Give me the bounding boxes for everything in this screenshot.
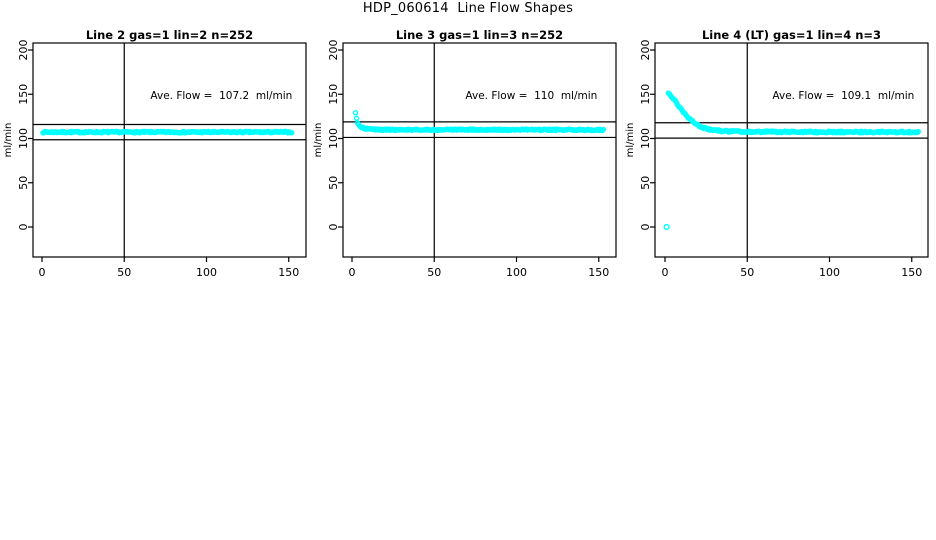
y-axis-label: ml/min xyxy=(313,123,324,158)
y-axis: 0 50 100 150 200 ml/min xyxy=(313,40,343,231)
y-tick-label: 150 xyxy=(327,84,340,105)
y-tick-label: 150 xyxy=(17,84,30,105)
data-points-series xyxy=(40,128,295,136)
x-tick-label: 100 xyxy=(819,266,840,279)
x-axis: 0 50 100 150 xyxy=(662,257,922,279)
data-point xyxy=(352,110,359,116)
y-axis: 0 50 100 150 200 ml/min xyxy=(625,40,655,231)
x-axis: 0 50 100 150 xyxy=(349,257,609,279)
y-tick-label: 50 xyxy=(639,176,652,190)
data-points-series xyxy=(663,90,921,231)
y-axis-label: ml/min xyxy=(625,123,636,158)
x-tick-label: 150 xyxy=(901,266,922,279)
y-tick-label: 200 xyxy=(17,40,30,61)
panel-1: Line 2 gas=1 lin=2 n=252 0 50 100 150 200 ml/m… xyxy=(3,28,307,279)
x-tick-label: 0 xyxy=(39,266,46,279)
panel-title: Line 3 gas=1 lin=3 n=252 xyxy=(396,28,563,42)
data-point xyxy=(915,128,921,135)
y-tick-label: 150 xyxy=(639,84,652,105)
data-points-series xyxy=(352,110,607,134)
x-tick-label: 100 xyxy=(196,266,217,279)
y-tick-label: 50 xyxy=(17,176,30,190)
plot-box xyxy=(342,42,617,258)
y-axis-label: ml/min xyxy=(3,123,14,158)
x-tick-label: 0 xyxy=(349,266,356,279)
y-tick-label: 100 xyxy=(17,128,30,149)
y-tick-label: 0 xyxy=(327,224,340,231)
outlier-data-point xyxy=(663,223,670,231)
x-tick-label: 150 xyxy=(588,266,609,279)
ave-flow-annotation: Ave. Flow = 110 ml/min xyxy=(465,90,597,102)
y-tick-label: 100 xyxy=(327,128,340,149)
data-point xyxy=(289,129,295,136)
data-point xyxy=(600,126,607,133)
ave-flow-annotation: Ave. Flow = 107.2 ml/min xyxy=(150,90,292,102)
ave-flow-annotation: Ave. Flow = 109.1 ml/min xyxy=(772,90,914,102)
data-point xyxy=(353,115,360,122)
x-tick-label: 0 xyxy=(662,266,669,279)
panel-2: Line 3 gas=1 lin=3 n=252 0 50 100 150 200 ml/m… xyxy=(313,28,617,279)
y-tick-label: 200 xyxy=(327,40,340,61)
x-tick-label: 100 xyxy=(506,266,527,279)
y-tick-label: 100 xyxy=(639,128,652,149)
x-tick-label: 50 xyxy=(117,266,131,279)
y-tick-label: 0 xyxy=(17,224,30,231)
x-tick-label: 50 xyxy=(740,266,754,279)
y-tick-label: 200 xyxy=(639,40,652,61)
y-axis: 0 50 100 150 200 ml/min xyxy=(3,40,33,231)
x-tick-label: 50 xyxy=(427,266,441,279)
panel-title: Line 4 (LT) gas=1 lin=4 n=3 xyxy=(702,28,881,42)
panel-3: Line 4 (LT) gas=1 lin=4 n=3 0 50 100 150 200 m… xyxy=(625,28,929,279)
plot-box xyxy=(32,42,307,258)
page-title: HDP_060614 Line Flow Shapes xyxy=(362,1,574,16)
x-tick-label: 150 xyxy=(278,266,299,279)
plot-box xyxy=(654,42,929,258)
x-axis: 0 50 100 150 xyxy=(39,257,299,279)
y-tick-label: 50 xyxy=(327,176,340,190)
y-tick-label: 0 xyxy=(639,224,652,231)
panel-title: Line 2 gas=1 lin=2 n=252 xyxy=(86,28,253,42)
